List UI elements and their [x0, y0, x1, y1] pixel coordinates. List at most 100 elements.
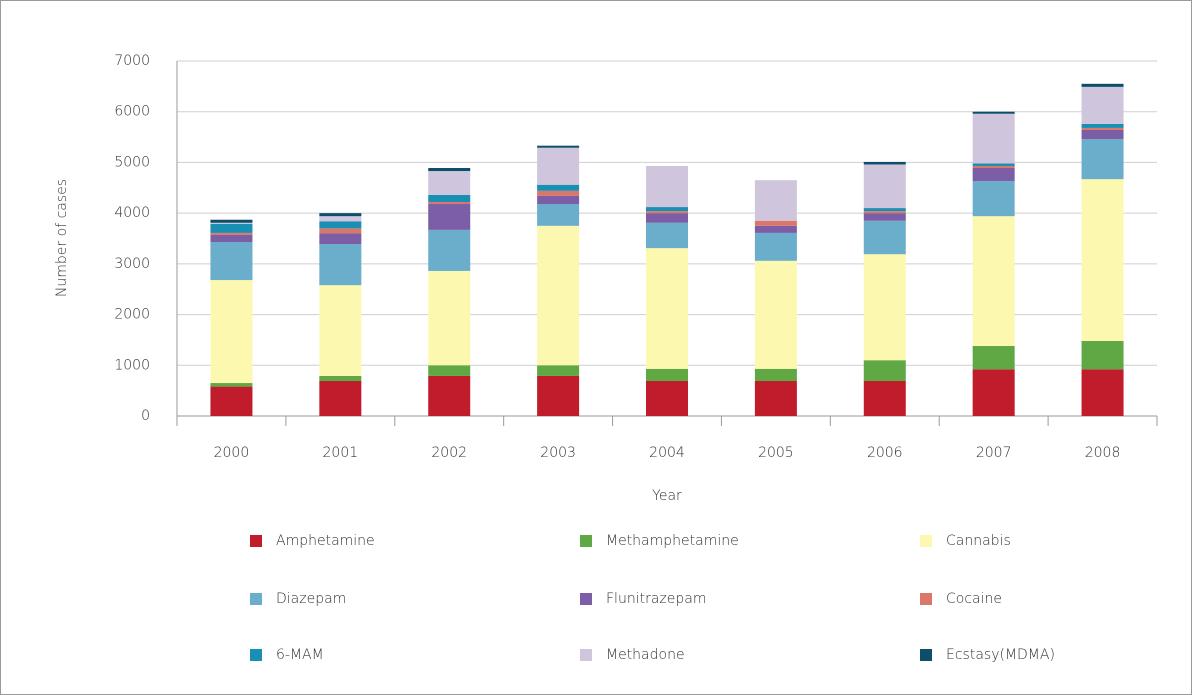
bar-segment [319, 285, 362, 376]
y-tick-label: 3000 [114, 256, 150, 272]
bar-segment [863, 164, 906, 209]
bar-segment [428, 204, 471, 230]
bar-segment [972, 111, 1015, 114]
y-tick-label: 5000 [114, 154, 150, 170]
bar-segment [428, 201, 471, 205]
bar-segment [863, 360, 906, 382]
legend-swatch [250, 649, 262, 661]
legend-label: Ecstasy(MDMA) [946, 647, 1055, 663]
bar-segment [1081, 123, 1124, 128]
legend-swatch [920, 535, 932, 547]
bar-segment [319, 221, 362, 229]
bar-segment [428, 375, 471, 416]
bar-segment [537, 365, 580, 376]
legend-label: 6-MAM [276, 647, 324, 663]
bar-segment [754, 381, 797, 416]
bar-segment [210, 280, 253, 384]
bar-segment [428, 168, 471, 172]
bar-segment [972, 163, 1015, 166]
bar-segment [537, 225, 580, 366]
bar-segment [1081, 139, 1124, 180]
legend-label: Cocaine [946, 591, 1002, 607]
bar-segment [319, 244, 362, 286]
bar-segment [1081, 86, 1124, 124]
legend-label: Methamphetamine [606, 533, 739, 549]
bar-segment [646, 248, 688, 369]
x-tick-label: 2005 [758, 445, 794, 461]
legend-swatch [920, 593, 932, 605]
bar-segment [210, 242, 253, 281]
x-tick-label: 2002 [431, 445, 467, 461]
bar-segment [537, 195, 580, 205]
bar-segment [863, 213, 906, 221]
x-tick-label: 2004 [649, 445, 685, 461]
bar-segment [754, 225, 797, 233]
bar-segment [754, 220, 797, 226]
y-tick-label: 6000 [114, 104, 150, 120]
bar-segment [646, 381, 688, 416]
bar-segment [972, 181, 1015, 217]
bar-segment [646, 165, 688, 208]
x-tick-label: 2000 [214, 445, 250, 461]
bar-segment [646, 368, 688, 382]
bar-segment [319, 375, 362, 382]
bar-segment [972, 165, 1015, 169]
bar-segment [428, 194, 471, 202]
bar-segment [1081, 340, 1124, 370]
x-tick-label: 2008 [1085, 445, 1121, 461]
y-tick-label: 7000 [114, 53, 150, 69]
legend-label: Diazepam [276, 591, 346, 607]
bar-segment [972, 113, 1015, 164]
bar-segment [1081, 129, 1124, 140]
bar-segment [319, 228, 362, 234]
y-tick-label: 4000 [114, 205, 150, 221]
x-tick-label: 2001 [323, 445, 359, 461]
y-tick-label: 2000 [114, 307, 150, 323]
bar-segment [863, 254, 906, 361]
legend-swatch [250, 535, 262, 547]
y-tick-label: 0 [141, 408, 150, 424]
legend-swatch [580, 593, 592, 605]
bar-segment [863, 381, 906, 416]
bar-segment [863, 208, 906, 212]
bar-segment [210, 383, 253, 387]
bar-segment [210, 223, 253, 233]
bar-segment [210, 219, 253, 223]
bar-segment [972, 369, 1015, 416]
legend-label: Amphetamine [276, 533, 375, 549]
bar-segment [1081, 83, 1124, 87]
legend-swatch [250, 593, 262, 605]
x-tick-label: 2007 [976, 445, 1012, 461]
bar-segment [863, 211, 906, 214]
bar-segment [863, 161, 906, 165]
x-tick-label: 2006 [867, 445, 903, 461]
bar-segment [1081, 127, 1124, 130]
bar-segment [210, 234, 253, 243]
bar-segment [646, 207, 688, 212]
bar-segment [537, 184, 580, 191]
bar-segment [319, 233, 362, 245]
bar-segment [1081, 369, 1124, 416]
bar-segment [210, 222, 253, 224]
legend-swatch [920, 649, 932, 661]
bar-segment [863, 220, 906, 255]
bar-segment [646, 213, 688, 223]
bar-segment [428, 270, 471, 366]
x-tick-label: 2003 [540, 445, 576, 461]
bar-segment [754, 180, 797, 221]
bar-segment [972, 346, 1015, 370]
bar-segment [754, 260, 797, 369]
bar-segment [428, 171, 471, 195]
bar-segment [754, 368, 797, 382]
bar-segment [319, 381, 362, 416]
y-tick-label: 1000 [114, 357, 150, 373]
x-axis-label: Year [652, 488, 682, 504]
bar-segment [646, 211, 688, 214]
bar-segment [1081, 179, 1124, 341]
bar-segment [537, 204, 580, 226]
bar-segment [210, 232, 253, 235]
legend-label: Cannabis [946, 533, 1011, 549]
bar-segment [428, 365, 471, 376]
legend-swatch [580, 535, 592, 547]
